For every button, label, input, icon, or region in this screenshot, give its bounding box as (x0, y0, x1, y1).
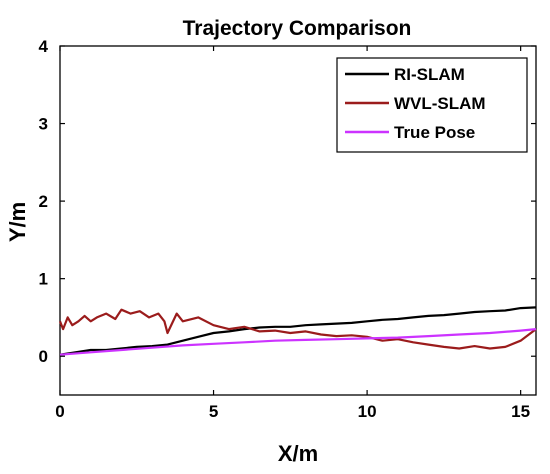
series-line-ri-slam (59, 306, 537, 356)
x-axis-label: X/m (278, 441, 318, 466)
y-tick-label: 1 (39, 270, 48, 289)
y-tick-label: 0 (39, 347, 48, 366)
y-tick-label: 3 (39, 115, 48, 134)
x-tick-label: 0 (55, 402, 64, 421)
x-tick-label: 15 (511, 402, 530, 421)
legend-entry-label: True Pose (394, 123, 475, 142)
legend: RI-SLAM WVL-SLAM True Pose (336, 57, 528, 153)
y-tick-label: 4 (39, 37, 49, 56)
chart-title: Trajectory Comparison (183, 17, 412, 40)
series-line-wvl-slam (58, 308, 537, 350)
ticks-layer: 0 5 10 15 0 1 2 3 4 (39, 37, 536, 421)
legend-entry-label: WVL-SLAM (394, 94, 486, 113)
legend-entry-label: RI-SLAM (394, 65, 465, 84)
x-tick-label: 10 (358, 402, 377, 421)
x-tick-label: 5 (209, 402, 218, 421)
y-tick-label: 2 (39, 192, 48, 211)
y-axis-label: Y/m (5, 202, 30, 242)
series-line-true-pose (59, 328, 537, 356)
series-layer (58, 306, 537, 356)
